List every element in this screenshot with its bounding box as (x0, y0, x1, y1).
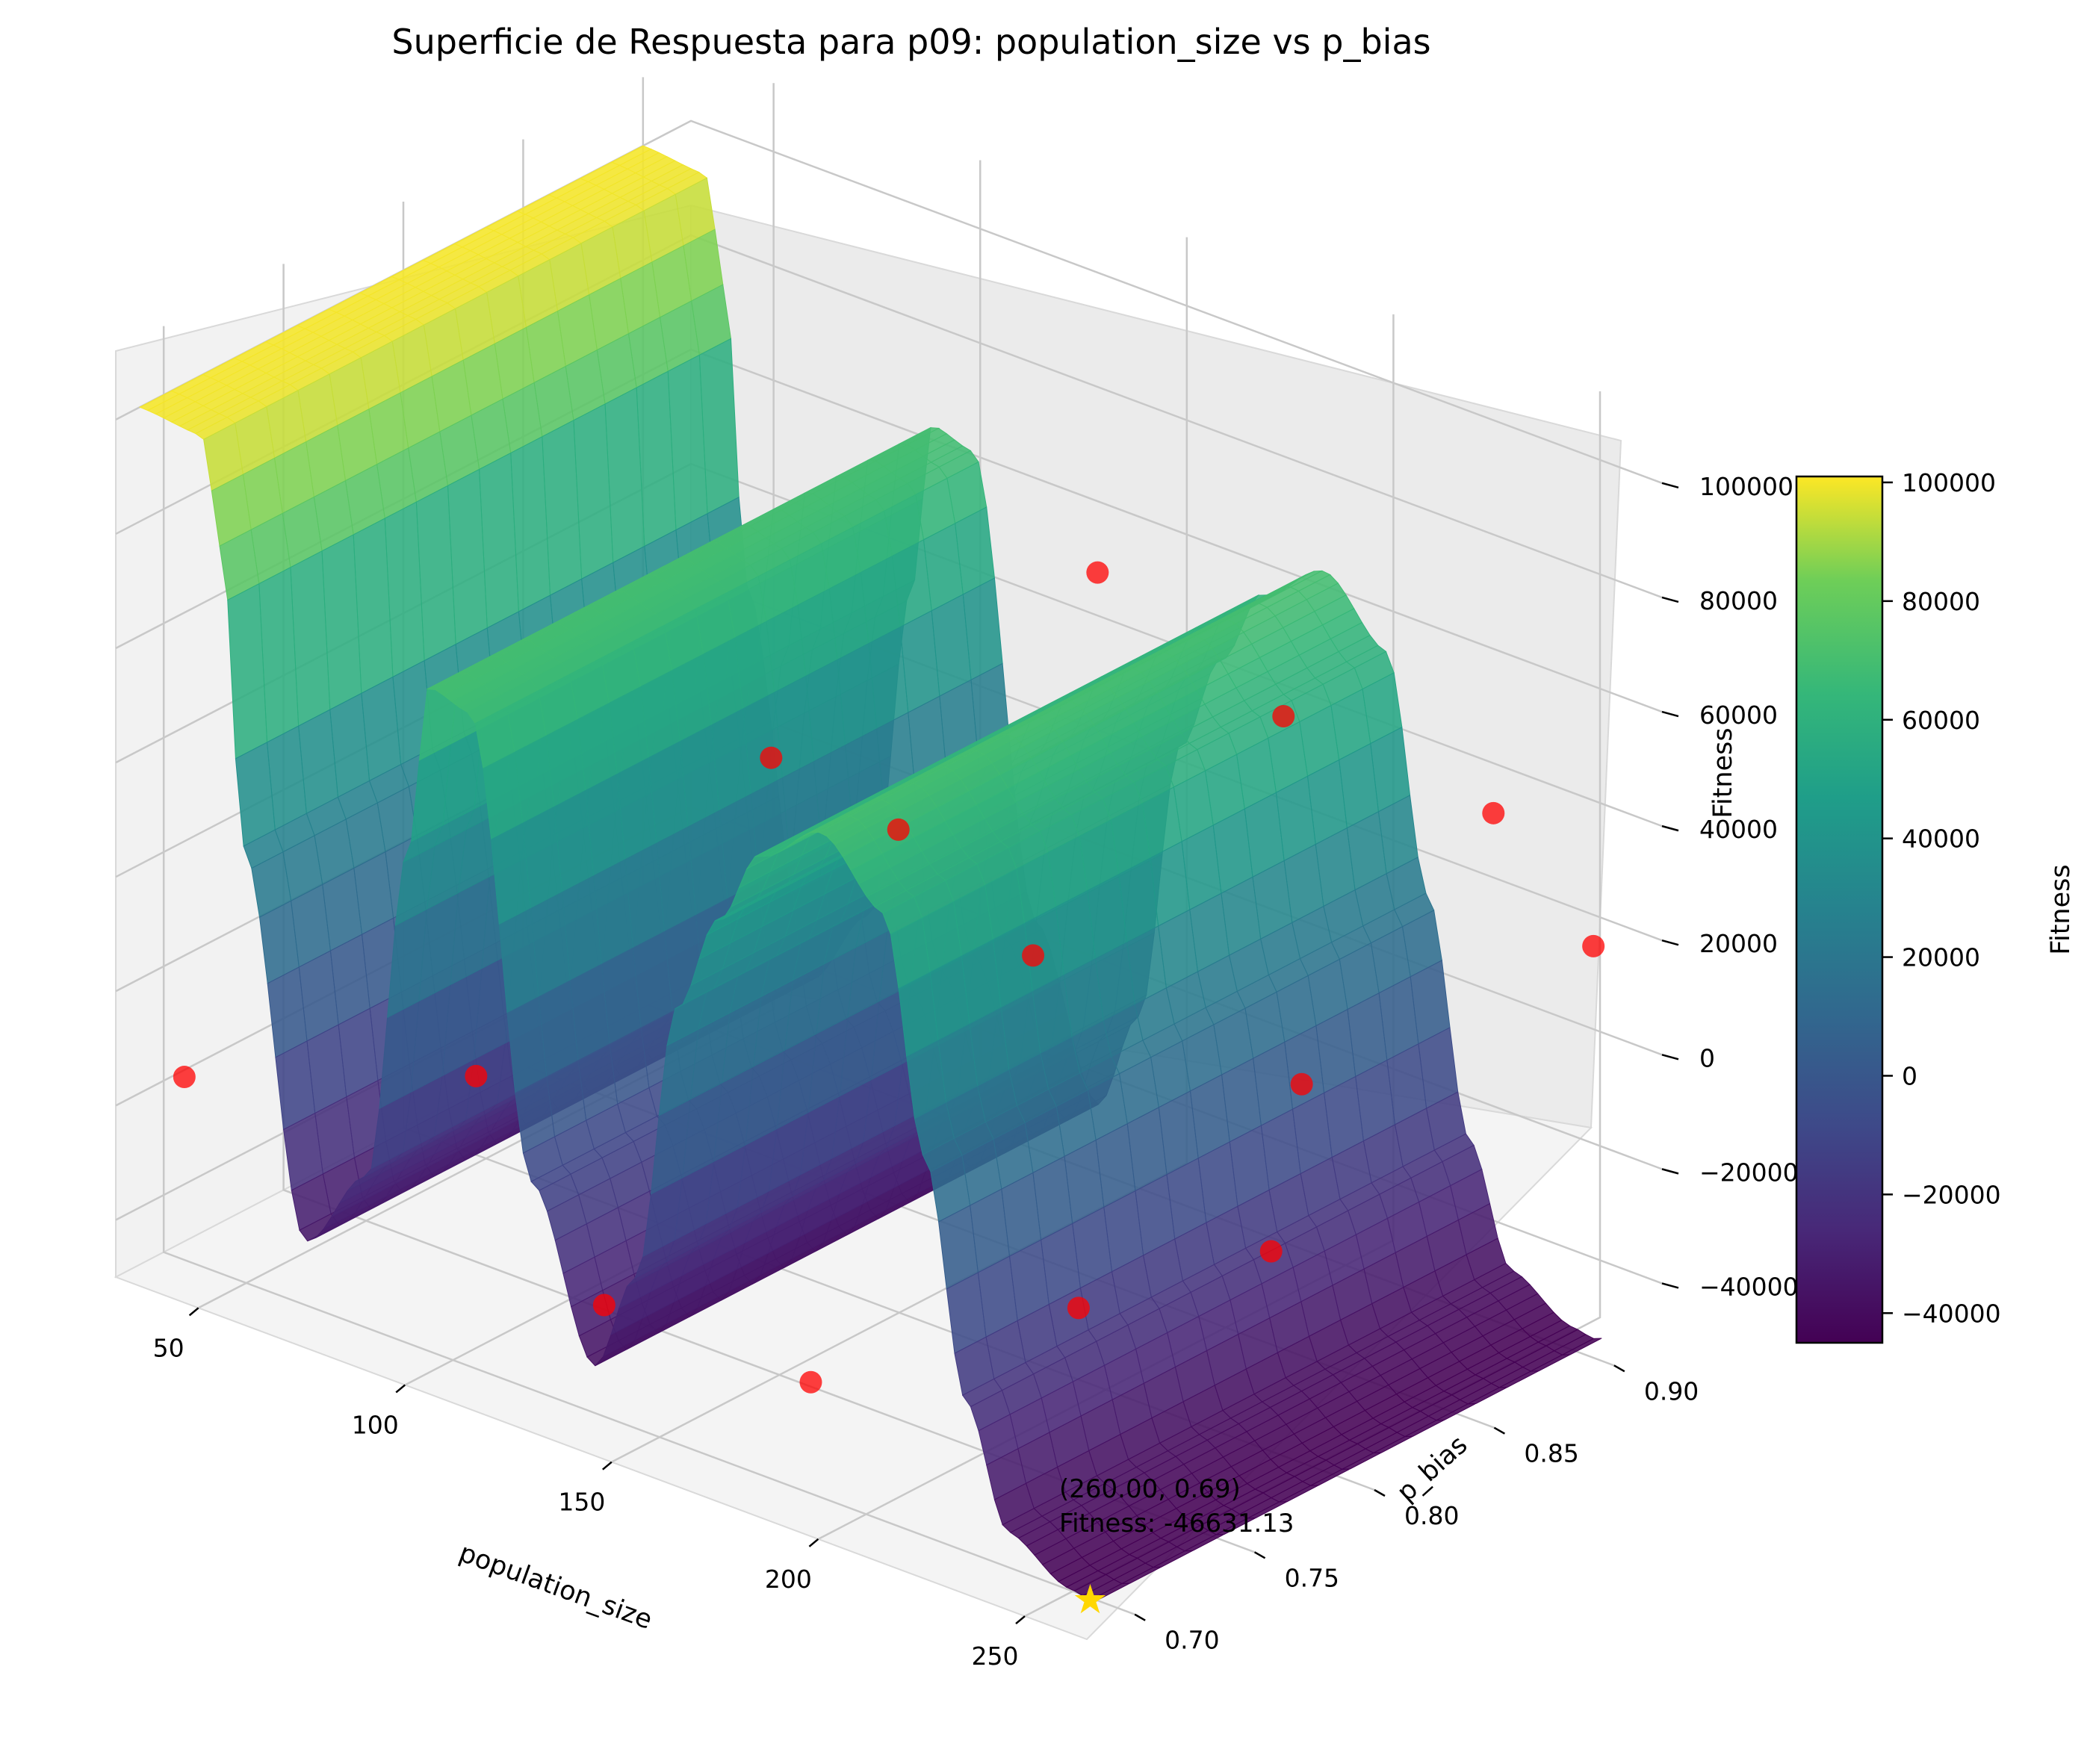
x-tick-mark (1015, 1615, 1026, 1625)
annotation-fitness: Fitness: -46631.13 (1059, 1509, 1294, 1538)
sample-point (465, 1064, 488, 1087)
sample-point (1272, 705, 1295, 728)
y-tick-label: 0.70 (1165, 1626, 1219, 1655)
colorbar-tick-label: 100000 (1902, 468, 1996, 497)
y-axis-label: p_bias (1392, 1430, 1474, 1508)
colorbar-tick-label: 20000 (1902, 943, 1980, 972)
colorbar-tick-label: 40000 (1902, 824, 1980, 854)
sample-points (173, 561, 1605, 1394)
z-tick-label: −40000 (1699, 1272, 1799, 1301)
chart-title: Superficie de Respuesta para p09: popula… (391, 22, 1430, 62)
z-tick-label: 80000 (1699, 586, 1778, 615)
z-tick-label: 0 (1699, 1043, 1715, 1072)
y-tick-mark (1134, 1613, 1146, 1621)
y-tick-label: 0.85 (1524, 1439, 1578, 1468)
z-tick-label: 20000 (1699, 929, 1778, 958)
axis-ticks: 50 100 150 200 250 0.70 0.75 0.80 0.85 0.90 −40000… (153, 472, 1799, 1671)
colorbar-gradient (1795, 475, 1884, 1344)
sample-point (1482, 801, 1505, 824)
x-tick-mark (808, 1538, 819, 1547)
colorbar-tick-label: 80000 (1902, 587, 1980, 616)
colorbar-tick-label: 60000 (1902, 706, 1980, 735)
best-point-star: ★ (1072, 1576, 1108, 1623)
colorbar-label: Fitness (2046, 864, 2076, 954)
x-tick-mark (602, 1461, 613, 1470)
annotation-coords: (260.00, 0.69) (1059, 1474, 1241, 1504)
x-tick-label: 100 (352, 1410, 399, 1439)
y-tick-label: 0.75 (1285, 1563, 1339, 1592)
x-axis-label: population_size (455, 1538, 656, 1635)
z-tick-mark (1661, 824, 1679, 832)
z-axis-label: Fitness (1708, 727, 1738, 818)
response-surface (138, 145, 1602, 1600)
z-tick-label: 100000 (1699, 472, 1793, 501)
colorbar-tick-label: 0 (1902, 1061, 1917, 1090)
y-tick-mark (1613, 1364, 1625, 1373)
colorbar: −40000−20000020000400006000080000100000 … (1795, 468, 2076, 1344)
sample-point (1290, 1072, 1313, 1096)
y-tick-label: 0.80 (1404, 1501, 1459, 1530)
z-tick-mark (1661, 482, 1679, 489)
y-tick-mark (1493, 1426, 1506, 1435)
x-tick-mark (188, 1307, 199, 1317)
y-tick-mark (1253, 1551, 1266, 1559)
sample-point (592, 1294, 616, 1317)
sample-point (173, 1066, 196, 1089)
x-tick-label: 250 (972, 1642, 1019, 1671)
z-tick-mark (1661, 596, 1679, 603)
sample-point (887, 818, 910, 841)
x-tick-label: 200 (765, 1565, 812, 1594)
z-tick-mark (1661, 710, 1679, 718)
x-tick-label: 50 (153, 1333, 185, 1362)
z-tick-mark (1661, 1054, 1679, 1060)
y-tick-mark (1374, 1488, 1386, 1497)
x-tick-mark (395, 1384, 406, 1394)
colorbar-ticks: −40000 −20000 0 20000 40000 60000 80000 100000 (1882, 468, 2001, 1328)
z-tick-mark (1661, 1168, 1679, 1175)
y-grid-line (162, 326, 1135, 1615)
sample-point (1067, 1296, 1090, 1320)
sample-point (1086, 561, 1109, 584)
x-tick-label: 150 (558, 1488, 605, 1517)
z-tick-label: 40000 (1699, 815, 1778, 844)
z-tick-mark (1661, 939, 1679, 946)
sample-point (799, 1370, 822, 1394)
surface-patch (1090, 1583, 1130, 1600)
z-tick-label: 60000 (1699, 701, 1778, 730)
colorbar-tick-label: −20000 (1902, 1180, 2001, 1209)
z-tick-label: −20000 (1699, 1158, 1799, 1187)
sample-point (760, 746, 783, 769)
y-tick-label: 0.90 (1644, 1376, 1699, 1406)
colorbar-tick-label: −40000 (1902, 1299, 2001, 1328)
sample-point (1022, 944, 1045, 967)
sample-point (1582, 934, 1605, 957)
sample-point (1259, 1240, 1283, 1263)
z-tick-mark (1661, 1282, 1679, 1289)
